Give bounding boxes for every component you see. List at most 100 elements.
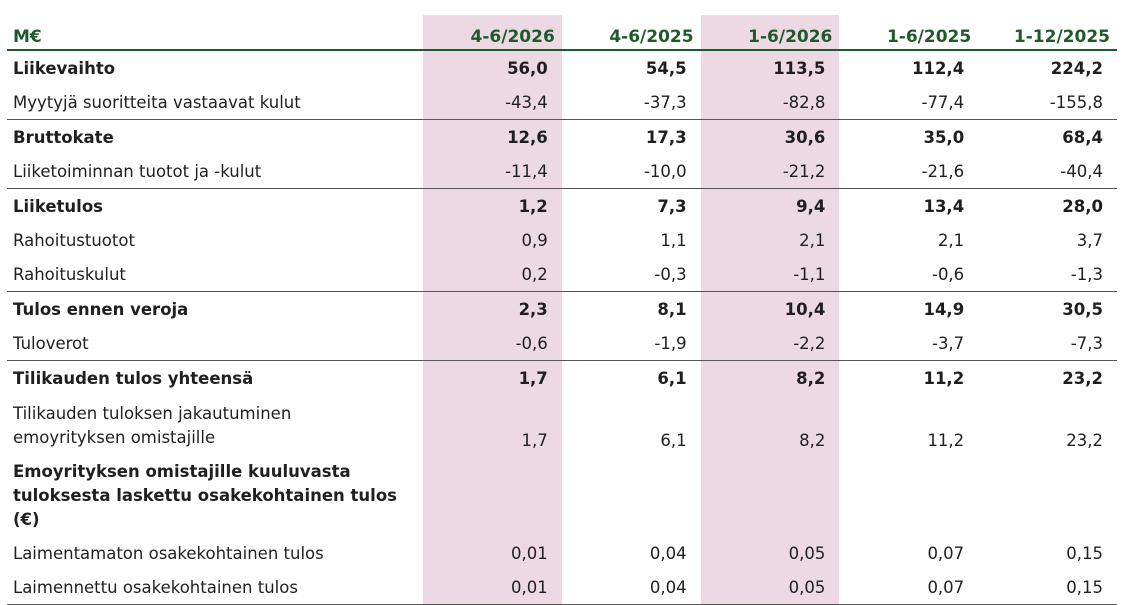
cell-value: -0,6 <box>423 326 562 361</box>
cell-value: 10,4 <box>700 291 840 326</box>
cell-value: 113,5 <box>700 50 840 85</box>
row-label: Tilikauden tulos yhteensä <box>7 360 423 395</box>
row-label: Tuloverot <box>13 333 89 353</box>
cell-value: 6,1 <box>561 360 701 395</box>
page: M€ 4-6/2026 4-6/2025 1-6/2026 1-6/2025 1… <box>7 15 1117 605</box>
cell-value: 23,2 <box>978 360 1117 395</box>
row-rahoitustuotot: Rahoitustuotot 0,9 1,1 2,1 2,1 3,7 <box>7 223 1117 257</box>
row-label: Rahoitustuotot <box>13 230 135 250</box>
row-laimennettu: Laimennettu osakekohtainen tulos 0,01 0,… <box>7 570 1117 605</box>
row-label: Liiketulos <box>7 188 423 223</box>
row-bruttokate: Bruttokate 12,6 17,3 30,6 35,0 68,4 <box>7 119 1117 154</box>
cell-value: 11,2 <box>839 360 979 395</box>
row-tuloksen-jakautuminen: Tilikauden tuloksen jakautuminen emoyrit… <box>7 395 1117 456</box>
header-col-4-6-2026: 4-6/2026 <box>423 15 562 51</box>
cell-value: 8,2 <box>700 360 840 395</box>
cell-value <box>978 456 1117 536</box>
income-statement-table: M€ 4-6/2026 4-6/2025 1-6/2026 1-6/2025 1… <box>7 15 1117 605</box>
cell-value: 0,2 <box>423 257 562 292</box>
row-label-line1: Emoyrityksen omistajille kuuluvasta <box>13 462 351 481</box>
cell-value <box>562 456 701 536</box>
cell-value: -21,2 <box>700 154 840 189</box>
cell-value: 13,4 <box>839 188 979 223</box>
row-osakekohtainen-tulos-heading: Emoyrityksen omistajille kuuluvasta tulo… <box>7 456 1117 536</box>
cell-value: 112,4 <box>911 58 965 78</box>
cell-value: -0,3 <box>654 264 687 284</box>
cell-value: 28,0 <box>978 188 1117 223</box>
cell-value: 2,1 <box>937 230 965 250</box>
cell-value: 35,0 <box>839 119 979 154</box>
cell-value: 54,5 <box>645 58 687 78</box>
cell-value: 0,01 <box>423 570 562 605</box>
cell-value: 3,7 <box>1076 230 1103 250</box>
cell-value: 7,3 <box>561 188 701 223</box>
cell-value: 0,01 <box>423 536 562 570</box>
row-myytyja-suoritteita: Myytyjä suoritteita vastaavat kulut -43,… <box>7 85 1117 120</box>
cell-value: 0,07 <box>927 543 965 563</box>
cell-value: 0,04 <box>561 570 701 605</box>
cell-value: -40,4 <box>1060 161 1103 181</box>
row-label: Emoyrityksen omistajille kuuluvasta tulo… <box>7 456 423 536</box>
cell-value <box>839 456 978 536</box>
row-tilikauden-tulos-yhteensa: Tilikauden tulos yhteensä 1,7 6,1 8,2 11… <box>7 360 1117 395</box>
cell-value: -7,3 <box>1070 333 1103 353</box>
cell-value: 0,05 <box>700 570 840 605</box>
row-rahoituskulut: Rahoituskulut 0,2 -0,3 -1,1 -0,6 -1,3 <box>7 257 1117 292</box>
cell-value: -3,7 <box>931 333 965 353</box>
cell-value: -1,1 <box>700 257 840 292</box>
header-unit-label: M€ <box>7 15 423 51</box>
cell-value: -21,6 <box>921 161 965 181</box>
row-liikevaihto: Liikevaihto 56,0 54,5 113,5 112,4 224,2 <box>7 50 1117 85</box>
cell-value: -10,0 <box>643 161 687 181</box>
cell-value: -77,4 <box>921 92 965 112</box>
row-label-line2: tuloksesta laskettu osakekohtainen tulos… <box>13 486 397 529</box>
cell-value: 12,6 <box>423 119 562 154</box>
row-label: Bruttokate <box>7 119 423 154</box>
cell-value: 2,3 <box>423 291 562 326</box>
cell-value: 8,2 <box>700 395 840 456</box>
cell-value: 17,3 <box>561 119 701 154</box>
cell-value: -82,8 <box>700 85 840 120</box>
cell-value: -43,4 <box>423 85 562 120</box>
cell-value: -155,8 <box>1049 92 1103 112</box>
cell-value <box>700 456 840 536</box>
cell-value: 9,4 <box>700 188 840 223</box>
cell-value: -1,9 <box>654 333 687 353</box>
cell-value: -37,3 <box>643 92 687 112</box>
cell-value: 0,9 <box>423 223 562 257</box>
cell-value: 8,1 <box>561 291 701 326</box>
row-label: Rahoituskulut <box>13 264 126 284</box>
row-tulos-ennen-veroja: Tulos ennen veroja 2,3 8,1 10,4 14,9 30,… <box>7 291 1117 326</box>
cell-value: 1,2 <box>423 188 562 223</box>
cell-value: 30,6 <box>700 119 840 154</box>
row-tuloverot: Tuloverot -0,6 -1,9 -2,2 -3,7 -7,3 <box>7 326 1117 361</box>
row-label: Myytyjä suoritteita vastaavat kulut <box>13 92 301 112</box>
header-col-1-6-2025: 1-6/2025 <box>839 15 979 51</box>
row-label: Laimentamaton osakekohtainen tulos <box>13 543 324 563</box>
row-label: Liikevaihto <box>13 58 116 78</box>
cell-value: 1,7 <box>423 395 562 456</box>
cell-value: -0,6 <box>931 264 965 284</box>
cell-value: 6,1 <box>660 431 687 450</box>
header-col-1-12-2025: 1-12/2025 <box>978 15 1117 51</box>
cell-value: 2,1 <box>700 223 840 257</box>
cell-value: 0,07 <box>839 570 979 605</box>
cell-value: 0,04 <box>649 543 687 563</box>
row-label: Tulos ennen veroja <box>7 291 423 326</box>
cell-value: 68,4 <box>978 119 1117 154</box>
header-col-4-6-2025: 4-6/2025 <box>561 15 701 51</box>
row-label: Liiketoiminnan tuotot ja -kulut <box>13 161 262 181</box>
row-label-line2: emoyrityksen omistajille <box>13 427 216 447</box>
row-liiketoiminnan-tuotot: Liiketoiminnan tuotot ja -kulut -11,4 -1… <box>7 154 1117 189</box>
cell-value: 0,15 <box>978 570 1117 605</box>
cell-value: 0,15 <box>1066 543 1103 563</box>
cell-value: 1,1 <box>660 230 687 250</box>
cell-value: 14,9 <box>839 291 979 326</box>
row-label: Laimennettu osakekohtainen tulos <box>7 570 423 605</box>
cell-value: 56,0 <box>423 50 562 85</box>
row-label-line1: Tilikauden tuloksen jakautuminen <box>13 403 292 423</box>
cell-value: 30,5 <box>978 291 1117 326</box>
header-col-1-6-2026: 1-6/2026 <box>700 15 840 51</box>
cell-value: 23,2 <box>1066 431 1103 450</box>
row-liiketulos: Liiketulos 1,2 7,3 9,4 13,4 28,0 <box>7 188 1117 223</box>
